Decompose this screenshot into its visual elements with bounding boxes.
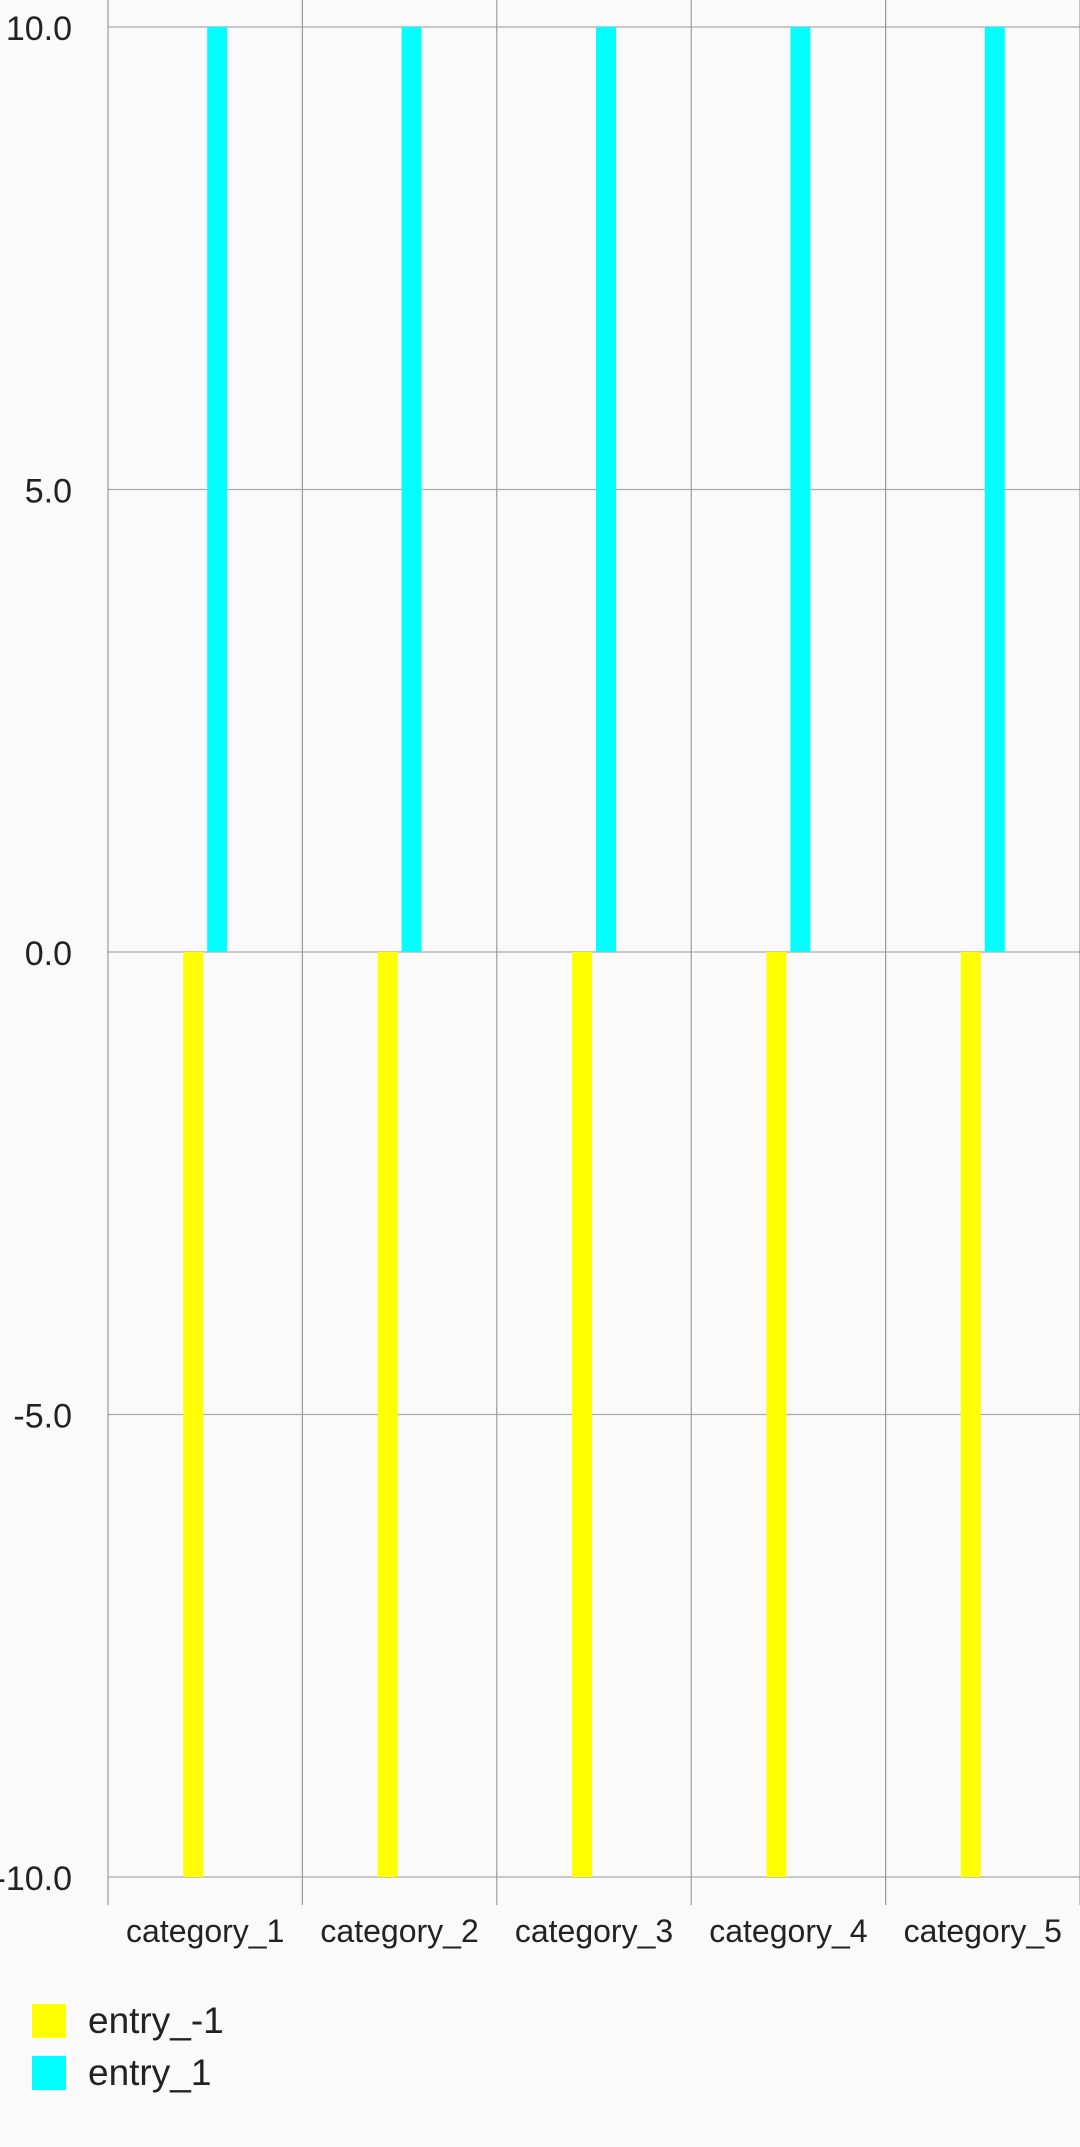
bar-entry_1-category_2	[401, 27, 422, 952]
bar-entry_-1-category_1	[183, 952, 204, 1877]
bar-entry_1-category_1	[207, 27, 228, 952]
legend-item-series-2: entry_1	[32, 2047, 224, 2099]
bar-entry_-1-category_4	[766, 952, 787, 1877]
y-tick-label-1: -5.0	[13, 1398, 72, 1436]
x-tick-label-3: category_4	[709, 1913, 867, 1949]
bar-entry_-1-category_3	[572, 952, 592, 1877]
y-tick-label-3: 5.0	[25, 473, 72, 511]
bar-entry_-1-category_2	[377, 952, 398, 1877]
legend-label-series-2: entry_1	[88, 2052, 212, 2093]
bar-entry_1-category_3	[596, 27, 616, 952]
x-tick-label-4: category_5	[904, 1913, 1062, 1949]
y-tick-label-2: 0.0	[25, 935, 72, 973]
y-tick-label-0: -10.0	[0, 1860, 72, 1898]
x-tick-label-2: category_3	[515, 1913, 673, 1949]
legend-item-series-1: entry_-1	[32, 1995, 224, 2047]
legend: entry_-1 entry_1	[32, 1995, 224, 2099]
bar-entry_1-category_4	[790, 27, 811, 952]
x-tick-label-0: category_1	[126, 1913, 284, 1949]
legend-swatch-series-1	[32, 2004, 66, 2038]
bar-entry_-1-category_5	[960, 952, 981, 1877]
bar-entry_1-category_5	[984, 27, 1005, 952]
legend-label-series-1: entry_-1	[88, 2000, 224, 2041]
y-tick-label-4: 10.0	[6, 10, 72, 48]
x-tick-label-1: category_2	[320, 1913, 478, 1949]
legend-swatch-series-2	[32, 2056, 66, 2090]
